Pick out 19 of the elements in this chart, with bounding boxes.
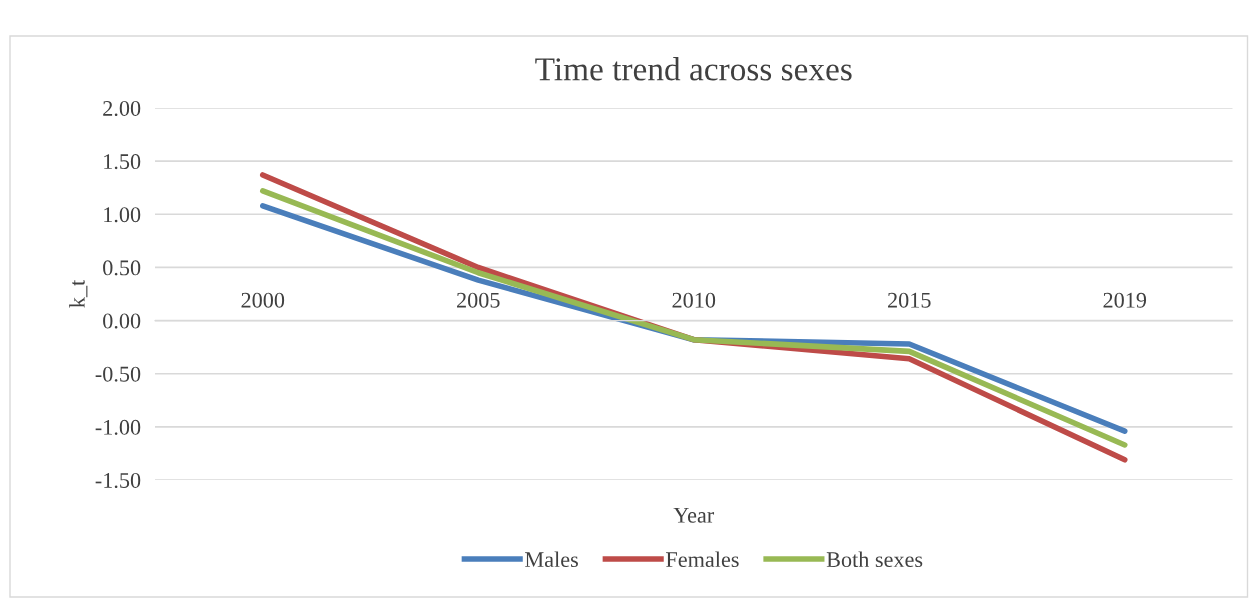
- x-tick-label: 2005: [457, 292, 500, 308]
- x-tick-label: 2010: [672, 292, 716, 308]
- chart-title: Time trend across sexes: [535, 57, 852, 81]
- legend-label: Males: [525, 551, 578, 568]
- y-tick-label: 0.00: [103, 313, 141, 329]
- y-tick-label: 1.50: [104, 154, 141, 170]
- x-tick-label: 2015: [888, 292, 931, 308]
- y-tick-label: -1.50: [95, 472, 141, 489]
- y-tick-label: 2.00: [103, 100, 141, 117]
- y-axis-title: k_t: [69, 279, 88, 308]
- y-tick-label: -1.00: [95, 419, 141, 435]
- x-axis-title: Year: [673, 507, 715, 523]
- y-tick-label: -0.50: [95, 366, 141, 382]
- legend-label: Both sexes: [826, 551, 923, 568]
- legend-label: Females: [666, 551, 739, 568]
- x-tick-label: 2019: [1103, 292, 1147, 308]
- y-tick-label: 1.00: [104, 207, 141, 223]
- x-tick-label: 2000: [241, 292, 285, 308]
- y-tick-label: 0.50: [103, 260, 141, 276]
